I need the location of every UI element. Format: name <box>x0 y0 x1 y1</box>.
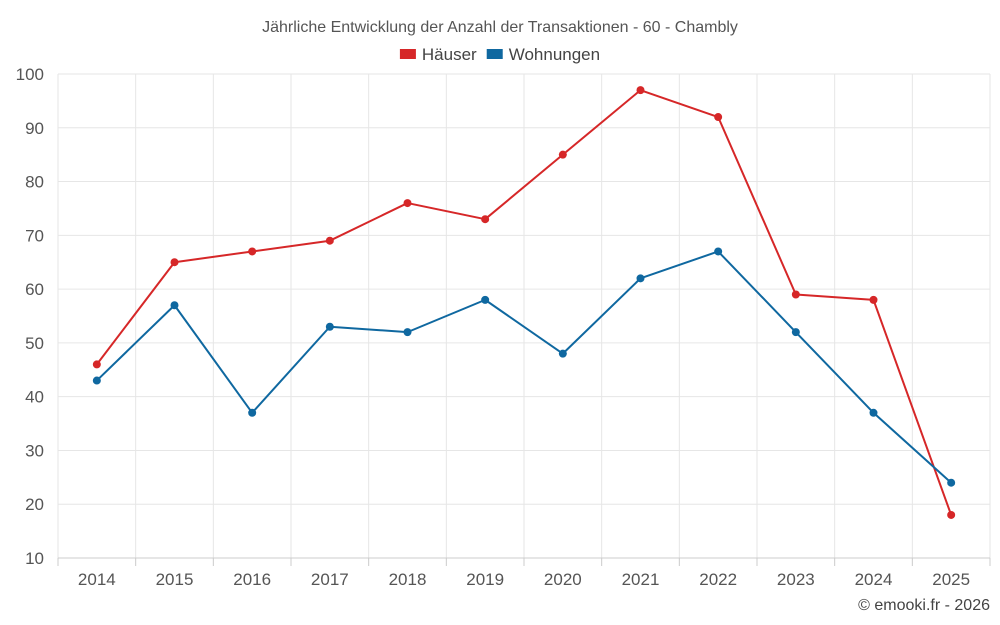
series-1 <box>92 86 956 519</box>
y-tick-label: 40 <box>25 388 44 407</box>
data-point[interactable] <box>636 86 645 95</box>
data-point[interactable] <box>481 215 490 224</box>
y-tick-label: 30 <box>25 441 44 460</box>
y-tick-label: 80 <box>25 173 44 192</box>
y-tick-label: 70 <box>25 226 44 245</box>
data-point[interactable] <box>791 328 800 337</box>
x-tick-label: 2017 <box>311 570 349 589</box>
data-point[interactable] <box>248 247 257 256</box>
x-tick-label: 2025 <box>932 570 970 589</box>
series-line <box>96 89 953 516</box>
axes: 10 20 30 40 50 60 70 80 90 100 2014 2015 2016 2017 201… <box>16 65 991 589</box>
data-point[interactable] <box>636 274 645 283</box>
x-tick-label: 2014 <box>78 570 116 589</box>
data-point[interactable] <box>558 349 567 358</box>
x-tick-label: 2018 <box>389 570 427 589</box>
data-point[interactable] <box>92 360 101 369</box>
x-tick-label: 2024 <box>855 570 893 589</box>
x-tick-label: 2021 <box>622 570 660 589</box>
x-tick-label: 2019 <box>466 570 504 589</box>
data-point[interactable] <box>558 150 567 159</box>
legend-label: Häuser <box>422 45 477 64</box>
credit-text: © emooki.fr - 2026 <box>858 597 990 614</box>
legend-swatch <box>486 49 503 59</box>
y-tick-label: 50 <box>25 334 44 353</box>
data-point[interactable] <box>92 376 101 385</box>
chart-title: Jährliche Entwicklung der Anzahl der Tra… <box>262 19 738 36</box>
legend-label: Wohnungen <box>509 45 600 64</box>
x-tick-label: 2023 <box>777 570 815 589</box>
data-point[interactable] <box>714 247 723 256</box>
data-point[interactable] <box>481 295 490 304</box>
data-point[interactable] <box>170 301 179 310</box>
data-point[interactable] <box>869 295 878 304</box>
y-tick-label: 90 <box>25 119 44 138</box>
y-tick-label: 60 <box>25 280 44 299</box>
data-point[interactable] <box>947 510 956 519</box>
data-point[interactable] <box>714 113 723 122</box>
data-point[interactable] <box>248 408 257 417</box>
x-tick-label: 2016 <box>233 570 271 589</box>
data-point[interactable] <box>170 258 179 267</box>
data-point[interactable] <box>403 328 412 337</box>
y-tick-label: 20 <box>25 495 44 514</box>
series-line <box>96 250 952 484</box>
x-tick-label: 2015 <box>156 570 194 589</box>
x-tick-label: 2020 <box>544 570 582 589</box>
legend: Häuser Wohnungen <box>399 45 600 64</box>
data-point[interactable] <box>325 236 334 245</box>
y-tick-label: 100 <box>16 65 44 84</box>
legend-item[interactable]: Wohnungen <box>486 45 600 64</box>
data-point[interactable] <box>325 322 334 331</box>
legend-swatch <box>399 49 416 59</box>
legend-item[interactable]: Häuser <box>399 45 477 64</box>
series-2 <box>92 247 956 487</box>
data-point[interactable] <box>403 199 412 208</box>
data-point[interactable] <box>791 290 800 299</box>
data-point[interactable] <box>869 408 878 417</box>
series-layer <box>92 86 956 519</box>
x-tick-label: 2022 <box>699 570 737 589</box>
data-point[interactable] <box>947 478 956 487</box>
y-tick-label: 10 <box>25 549 44 568</box>
grid <box>57 73 991 558</box>
